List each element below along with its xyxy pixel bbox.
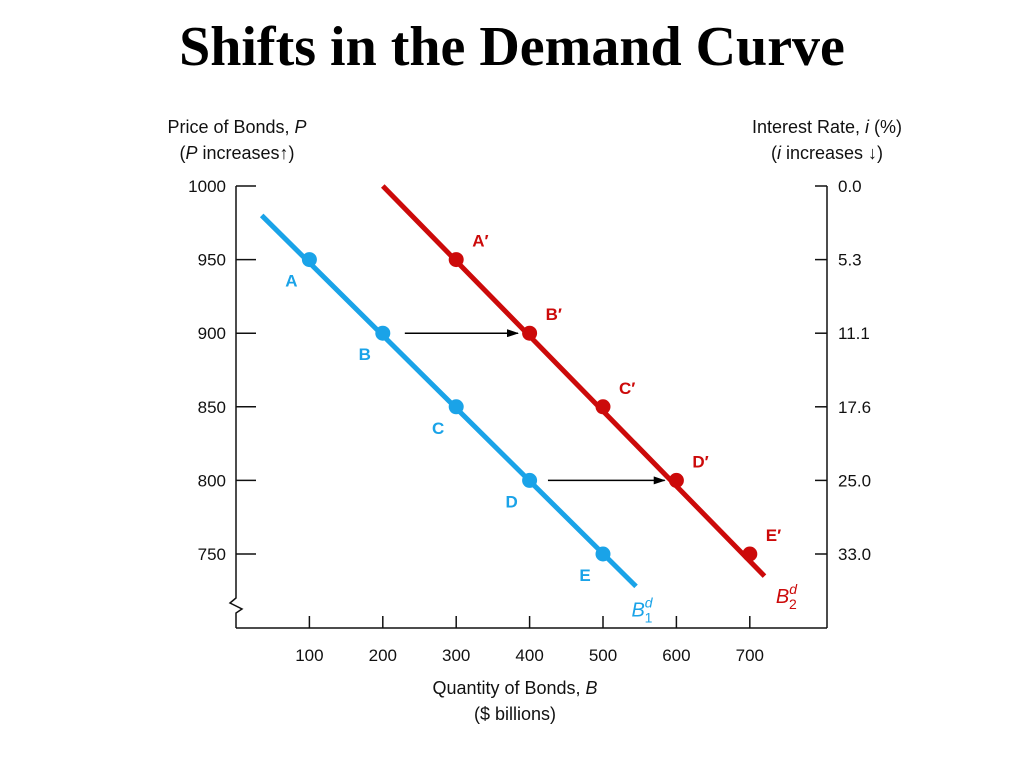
right-tick-label: 25.0 <box>838 471 871 490</box>
left-tick-label: 850 <box>198 398 226 417</box>
right-tick-label: 5.3 <box>838 251 862 270</box>
x-tick-label: 500 <box>589 646 617 665</box>
data-point <box>595 399 611 415</box>
left-axis-line <box>228 186 244 628</box>
demand-curve-line <box>381 184 767 578</box>
demand-curve-1: A B C D E Bd 1 <box>259 213 654 625</box>
data-point <box>668 472 684 488</box>
point-label: B <box>359 345 371 364</box>
point-label: D <box>505 492 517 511</box>
left-tick-label: 1000 <box>188 177 226 196</box>
data-point <box>448 399 464 415</box>
x-axis-title-line2: ($ billions) <box>474 704 556 724</box>
series-name-base: B <box>776 586 789 608</box>
left-tick-label: 800 <box>198 471 226 490</box>
slide-title: Shifts in the Demand Curve <box>179 16 845 78</box>
left-tick-label: 750 <box>198 545 226 564</box>
right-tick-label: 0.0 <box>838 177 862 196</box>
right-tick-label: 33.0 <box>838 545 871 564</box>
demand-curve-line <box>259 213 638 589</box>
x-tick-label: 300 <box>442 646 470 665</box>
data-point <box>595 546 611 562</box>
series-name-sup: d <box>645 594 654 610</box>
x-tick-label: 100 <box>295 646 323 665</box>
x-tick-label: 600 <box>662 646 690 665</box>
series-name-sub: 1 <box>645 609 653 625</box>
point-label: C <box>432 419 444 438</box>
series-name: Bd 2 <box>776 581 798 612</box>
point-label: B′ <box>546 305 562 324</box>
series-name-sup: d <box>789 581 798 597</box>
data-point <box>742 546 758 562</box>
x-tick-label: 700 <box>736 646 764 665</box>
series-name-sub: 2 <box>789 596 797 612</box>
point-label: D′ <box>692 452 708 471</box>
left-tick-label: 950 <box>198 251 226 270</box>
x-tick-label: 200 <box>369 646 397 665</box>
series-name-base: B <box>631 599 644 621</box>
point-label: C′ <box>619 379 635 398</box>
right-tick-label: 17.6 <box>838 398 871 417</box>
right-tick-label: 11.1 <box>838 324 870 343</box>
data-point <box>522 325 538 341</box>
data-point <box>522 472 538 488</box>
point-label: E′ <box>766 526 781 545</box>
data-point <box>301 252 317 268</box>
data-point <box>375 325 391 341</box>
data-point <box>448 252 464 268</box>
shift-arrows <box>404 329 666 485</box>
right-axis-title-line2: (i increases ↓) <box>771 143 883 163</box>
left-axis-title-line2: (P increases↑) <box>179 143 294 163</box>
point-label: A <box>285 272 297 291</box>
point-label: E <box>579 566 590 585</box>
series-name: Bd 1 <box>631 594 653 625</box>
point-label: A′ <box>472 232 488 251</box>
x-tick-label: 400 <box>515 646 543 665</box>
demand-curve-2: A′B′C′D′E′Bd 2 <box>381 184 798 612</box>
axes: 1000 950 900 850 800 750 0.0 5.3 11.1 17.6 25.0 33.… <box>188 177 871 665</box>
left-axis-title-line1: Price of Bonds, P <box>167 117 306 137</box>
left-tick-label: 900 <box>198 324 226 343</box>
right-axis-title-line1: Interest Rate, i (%) <box>752 117 902 137</box>
x-axis-title-line1: Quantity of Bonds, B <box>432 678 597 698</box>
